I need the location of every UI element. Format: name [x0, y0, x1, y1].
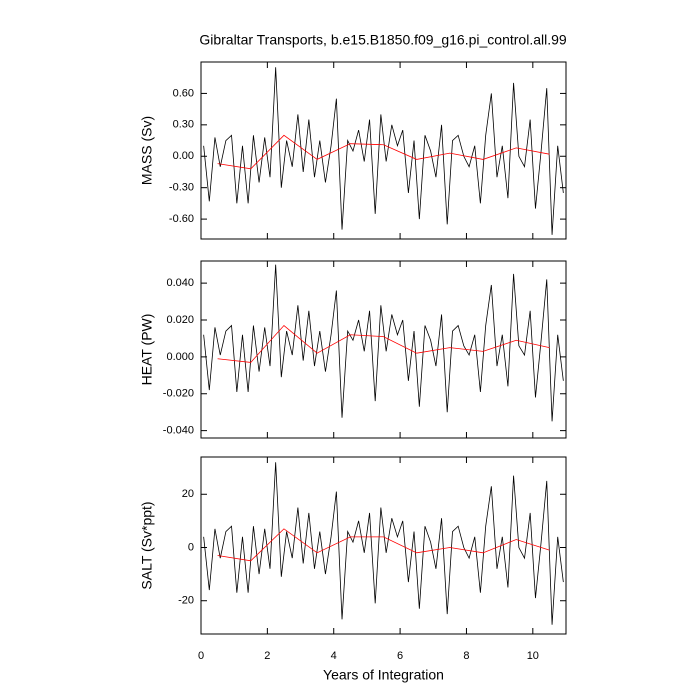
y-tick-label: 0.000: [166, 351, 194, 363]
data-line: [217, 528, 550, 562]
x-tick-label: 0: [198, 650, 204, 662]
plot-frame: [200, 456, 567, 635]
data-line: [203, 462, 564, 625]
plot-frame: [200, 61, 567, 240]
y-tick-label: -0.020: [163, 388, 194, 400]
y-tick-label: 20: [182, 488, 194, 500]
y-tick-label: -0.30: [169, 182, 194, 194]
y-tick-label: 0: [188, 541, 194, 553]
x-tick-label: 4: [331, 650, 337, 662]
plot-frame: [200, 260, 567, 439]
y-tick-label: 0.60: [173, 87, 194, 99]
y-axis-label: SALT (Sv*ppt): [139, 501, 155, 589]
chart-title: Gibraltar Transports, b.e15.B1850.f09_g1…: [199, 32, 567, 48]
y-tick-label: 0.040: [166, 277, 194, 289]
data-line: [217, 134, 550, 170]
data-line: [203, 264, 564, 422]
data-line: [203, 67, 564, 235]
y-tick-label: 0.00: [173, 150, 194, 162]
y-tick-label: -20: [178, 595, 194, 607]
y-tick-label: -0.60: [169, 213, 194, 225]
x-tick-label: 8: [463, 650, 469, 662]
y-tick-label: 0.020: [166, 314, 194, 326]
x-tick-label: 10: [527, 650, 539, 662]
y-axis-label: HEAT (PW): [139, 314, 155, 386]
y-axis-label: MASS (Sv): [139, 116, 155, 185]
x-axis-label: Years of Integration: [323, 667, 444, 683]
data-line: [217, 324, 550, 363]
y-tick-label: -0.040: [163, 425, 194, 437]
x-tick-label: 6: [397, 650, 403, 662]
y-tick-label: 0.30: [173, 119, 194, 131]
x-tick-label: 2: [264, 650, 270, 662]
